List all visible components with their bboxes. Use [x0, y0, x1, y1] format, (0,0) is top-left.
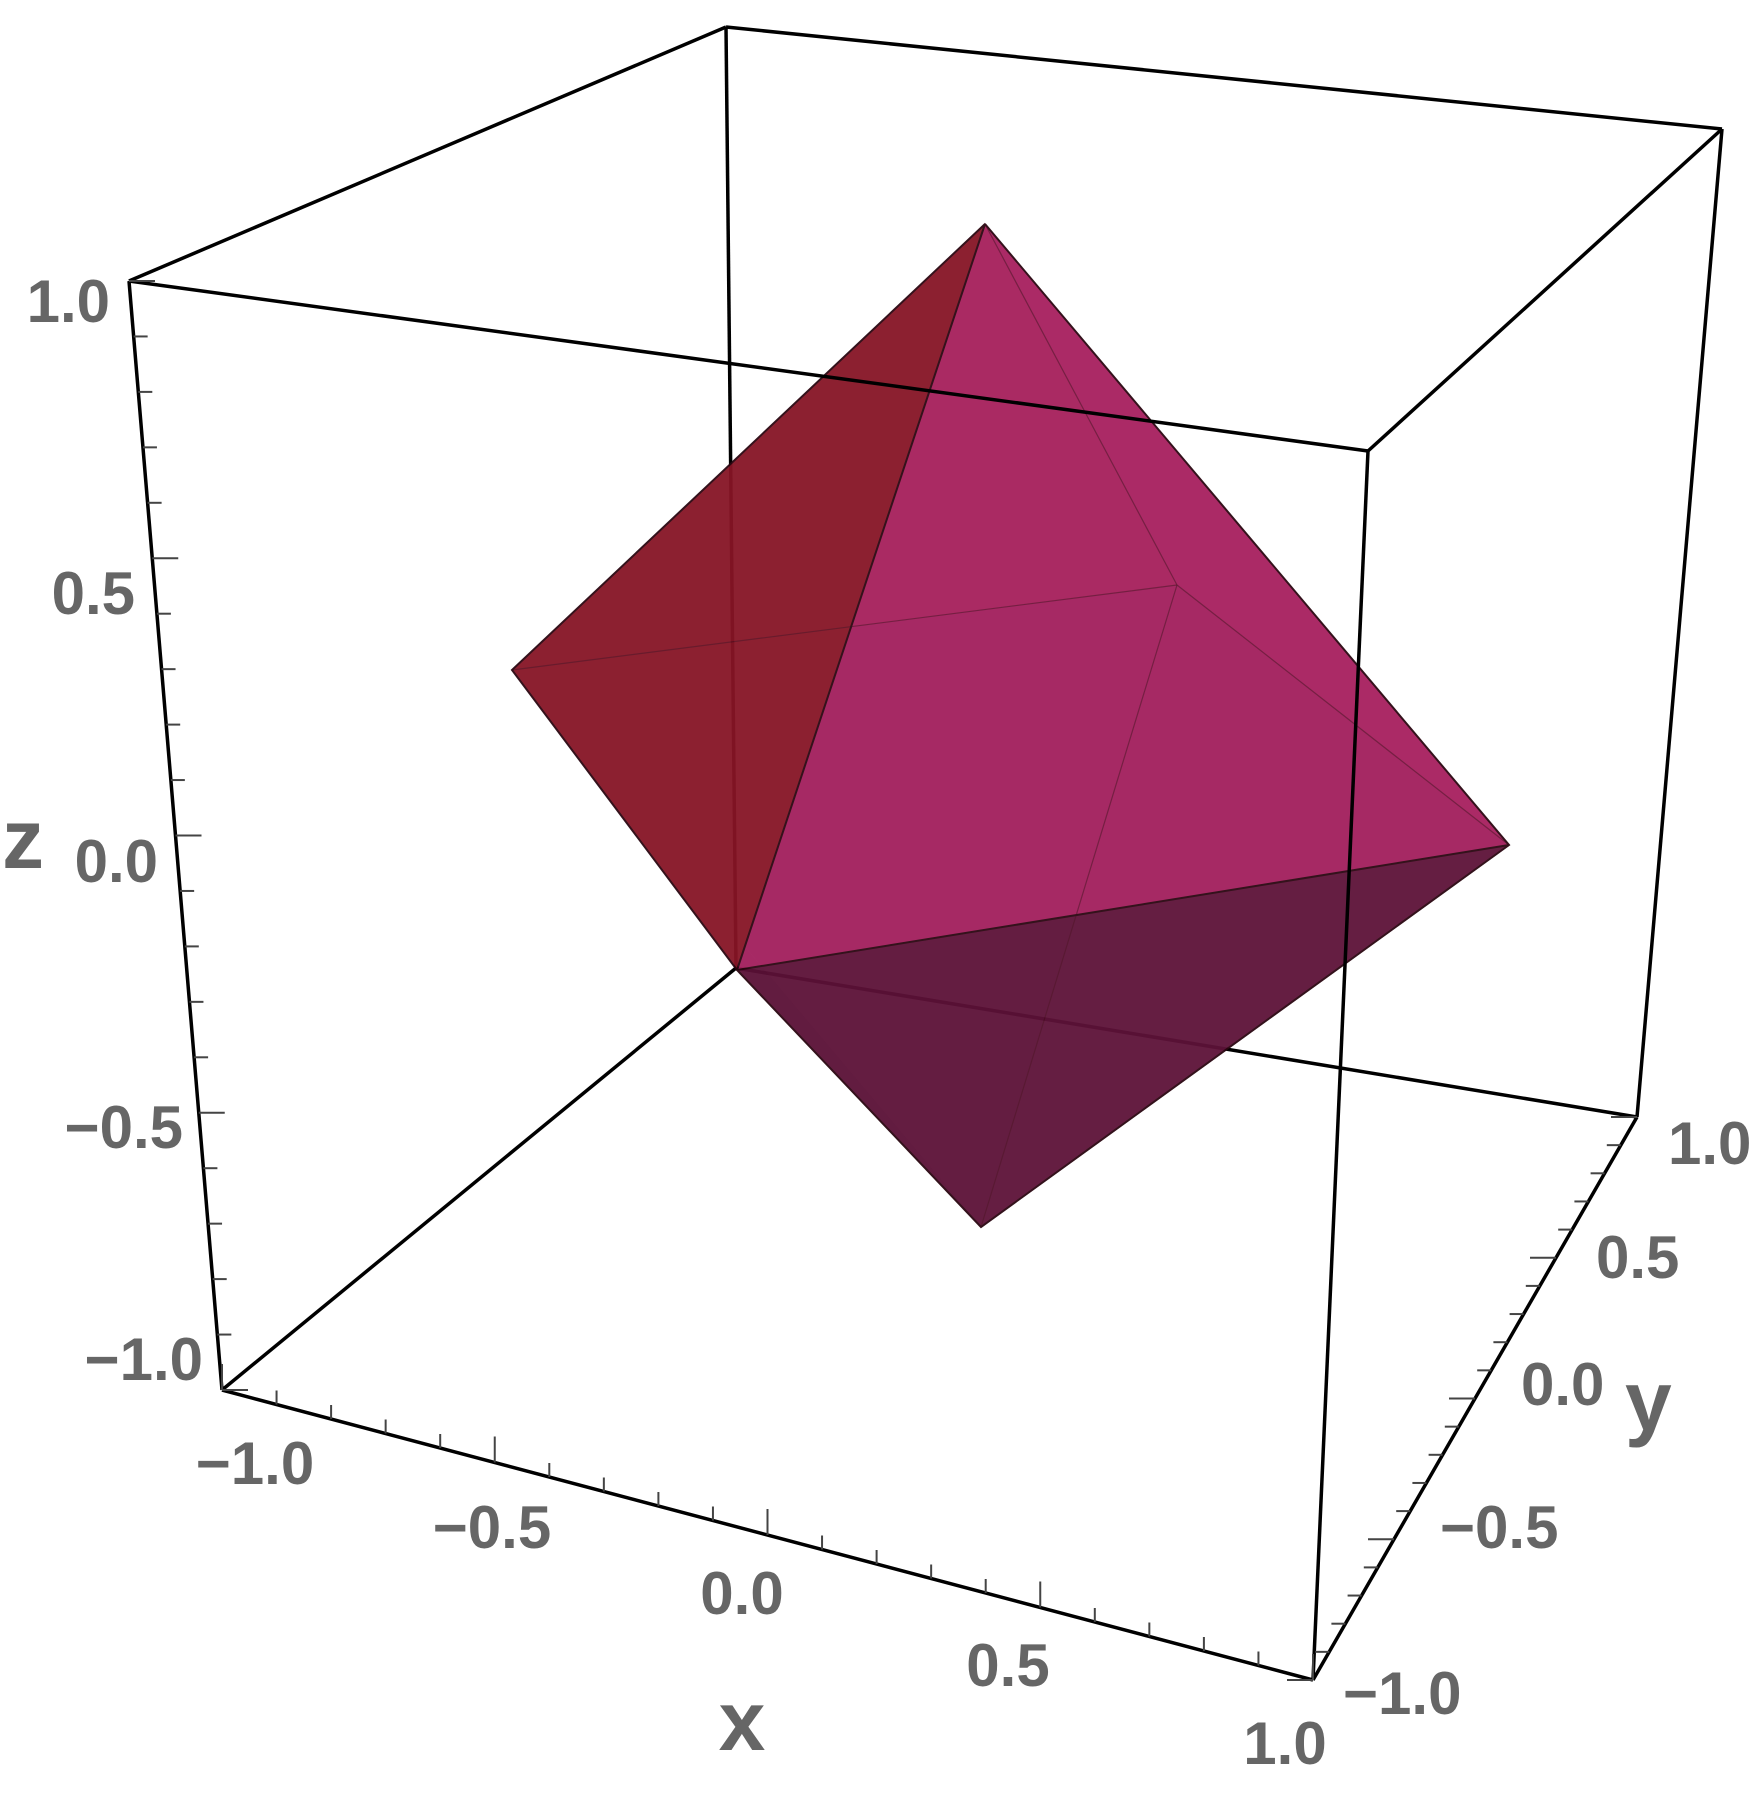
x-tick-label: 0.5	[966, 1632, 1049, 1699]
box-edge	[1635, 128, 1724, 1118]
z-tick-label: 1.0	[27, 268, 110, 335]
z-tick-label: 0.0	[75, 828, 158, 895]
y-tick-label: 1.0	[1668, 1110, 1751, 1177]
tick-marks	[129, 280, 1637, 1681]
y-tick-label: 0.0	[1521, 1351, 1604, 1418]
y-tick-label: −1.0	[1343, 1660, 1461, 1727]
y-tick-label: 0.5	[1596, 1224, 1679, 1291]
x-tick-label: −0.5	[433, 1494, 551, 1561]
x-axis-title: x	[719, 1674, 766, 1768]
y-axis-title: y	[1625, 1354, 1672, 1448]
box-edge	[128, 279, 1369, 453]
hidden-edge	[980, 584, 1178, 1228]
octahedron-edge	[736, 223, 986, 971]
x-tick-label: 0.0	[700, 1560, 783, 1627]
x-tick-label: −1.0	[196, 1430, 314, 1497]
box-edge	[128, 25, 727, 283]
octahedron-edge	[736, 844, 1510, 971]
x-tick-labels: −1.0 −0.5 0.0 0.5 1.0	[196, 1430, 1327, 1777]
hidden-edge	[1176, 584, 1510, 846]
hidden-edge	[984, 223, 1178, 586]
octahedron-outline	[510, 223, 1511, 1229]
box-edge	[1366, 127, 1724, 453]
z-tick-label: −1.0	[85, 1326, 203, 1393]
z-axis-title: z	[2, 792, 44, 886]
x-tick-label: 1.0	[1243, 1710, 1326, 1777]
hidden-edge	[511, 584, 1178, 671]
z-tick-label: −0.5	[65, 1094, 183, 1161]
z-tick-labels: 1.0 0.5 0.0 −0.5 −1.0	[27, 268, 203, 1393]
box-edge	[725, 25, 1723, 131]
axis-titles: z x y	[2, 792, 1672, 1768]
y-tick-label: −0.5	[1440, 1494, 1558, 1561]
box-edge	[220, 966, 738, 1392]
z-tick-label: 0.5	[52, 560, 135, 627]
y-tick-labels: 1.0 0.5 0.0 −0.5 −1.0	[1343, 1110, 1751, 1727]
octahedron	[510, 222, 1511, 1229]
box-edge	[1311, 450, 1370, 1681]
